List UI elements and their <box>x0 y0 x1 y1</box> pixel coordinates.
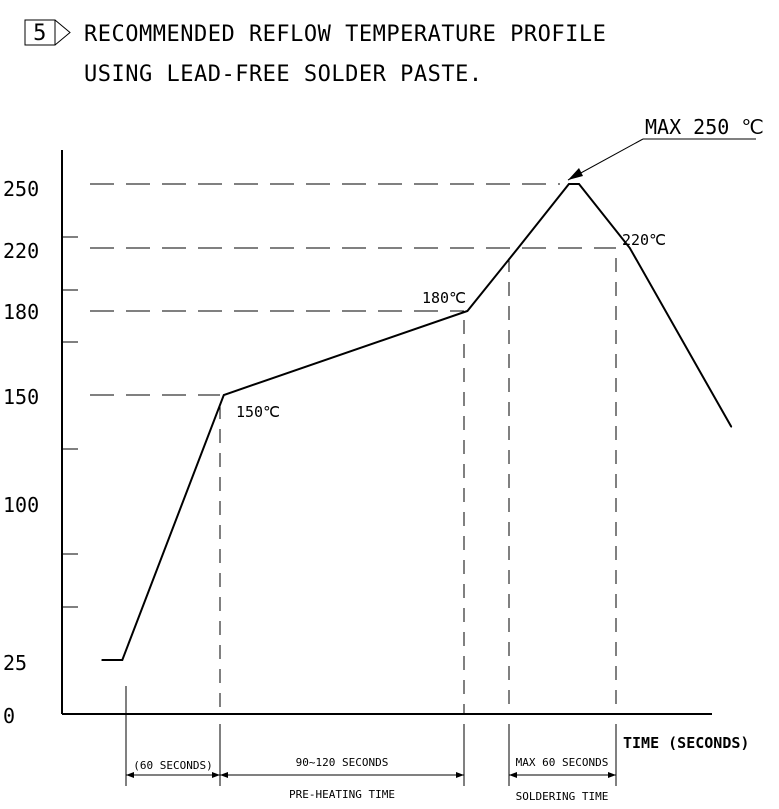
profile-point <box>517 247 519 249</box>
note-arrow-icon <box>54 19 71 46</box>
profile-point <box>629 247 631 249</box>
label-max-250c: MAX 250 ℃ <box>645 115 764 139</box>
y-tick-label: 250 <box>3 177 39 201</box>
profile-point <box>121 659 124 661</box>
horizontal-guides <box>90 183 616 396</box>
y-minor-ticks <box>62 236 78 608</box>
label-150c: 150℃ <box>236 403 280 421</box>
y-tick-label: 150 <box>3 385 39 409</box>
interval-label-soldering: MAX 60 SECONDS <box>516 756 609 769</box>
y-tick-label: 25 <box>3 651 27 675</box>
point-annotations: 150℃ 180℃ 220℃ MAX 250 ℃ <box>236 115 764 421</box>
note-number: 5 <box>33 21 47 46</box>
interval-caption-preheat: PRE-HEATING TIME <box>289 788 395 801</box>
title-line-1: RECOMMENDED REFLOW TEMPERATURE PROFILE <box>84 22 606 47</box>
y-tick-label: 220 <box>3 239 39 263</box>
profile-point <box>466 310 469 312</box>
profile-points <box>101 183 733 661</box>
x-axis-label: TIME (SECONDS) <box>623 734 749 752</box>
y-tick-label: 0 <box>3 704 15 728</box>
title-line-2: USING LEAD-FREE SOLDER PASTE. <box>84 62 483 87</box>
profile-line <box>102 183 733 661</box>
profile-point <box>101 659 103 661</box>
vertical-guides <box>219 258 617 714</box>
interval-label-60s: (60 SECONDS) <box>133 759 212 772</box>
interval-caption-soldering: SOLDERING TIME <box>516 790 609 803</box>
y-tick-labels: 0 25 100 150 180 220 250 <box>3 177 39 728</box>
profile-point <box>223 394 225 396</box>
label-180c: 180℃ <box>422 289 466 307</box>
interval-label-preheat: 90~120 SECONDS <box>296 756 389 769</box>
profile-point <box>730 426 733 428</box>
y-tick-label: 180 <box>3 300 39 324</box>
y-tick-label: 100 <box>3 493 39 517</box>
axes <box>61 150 712 715</box>
note-number-box <box>24 19 56 46</box>
profile-point <box>568 183 570 185</box>
max-arrow-icon <box>568 168 583 180</box>
profile-point <box>578 183 580 185</box>
label-220c: 220℃ <box>622 231 666 249</box>
chart-title: 5 RECOMMENDED REFLOW TEMPERATURE PROFILE… <box>24 19 606 87</box>
interval-dimensions: (60 SECONDS) 90~120 SECONDS PRE-HEATING … <box>125 686 617 803</box>
